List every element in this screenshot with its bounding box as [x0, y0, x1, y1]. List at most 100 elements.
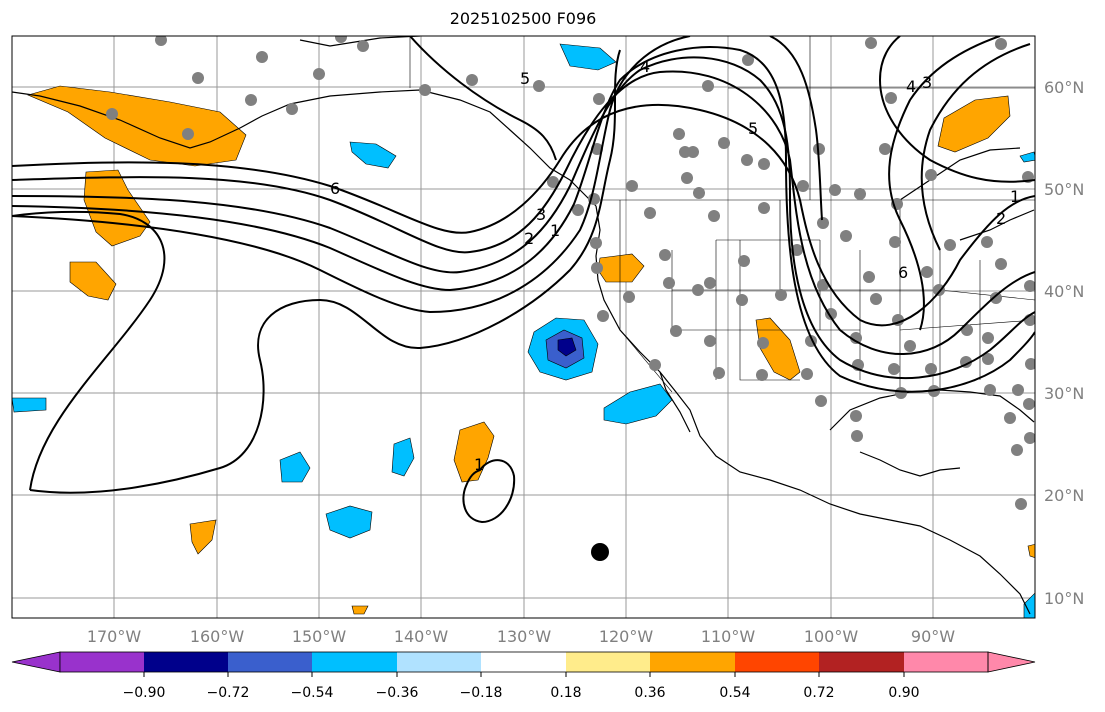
lon-label: 150°W	[292, 627, 347, 646]
shade-cyan-east-edge	[1019, 151, 1035, 163]
colorbar-tick-label: −0.54	[291, 685, 334, 701]
colorbar-tick-label: −0.90	[123, 685, 166, 701]
coast-westcoast	[595, 205, 1031, 615]
coast-east	[959, 209, 1035, 241]
contour-label: 3	[922, 73, 932, 92]
lon-label: 130°W	[497, 627, 552, 646]
colorbar-segment	[904, 652, 988, 672]
coast-alaska-north	[299, 36, 421, 47]
lat-label: 40°N	[1044, 282, 1084, 301]
contour-1-loop	[462, 459, 516, 524]
colorbar-tick-label: 0.72	[803, 685, 834, 701]
contour-4	[12, 56, 1035, 380]
shade-orange-subtropical	[453, 421, 495, 483]
contour-north-1	[409, 36, 557, 161]
lat-label: 20°N	[1044, 486, 1084, 505]
colorbar-tick-label: 0.36	[634, 685, 665, 701]
shade-cyan-west-edge	[12, 397, 47, 413]
contour-labels: 6 5 4 3 2 1 5 4 3 1 2 6 1	[330, 57, 1020, 474]
colorbar-segment	[60, 652, 144, 672]
contour-east-1	[888, 36, 1001, 331]
coast-alaska	[12, 89, 597, 207]
highlight-dot	[591, 543, 609, 561]
contour-north-2	[769, 36, 823, 221]
shade-orange-edge	[1027, 543, 1035, 558]
shade-orange-california	[597, 253, 645, 283]
contour-label: 2	[524, 229, 534, 248]
colorbar-extend-high	[987, 651, 1036, 673]
contour-1	[12, 49, 621, 494]
coast-yucatan	[859, 451, 961, 477]
colorbar-tick-label: 0.90	[888, 685, 919, 701]
grid-lines	[12, 36, 1035, 618]
shade-orange-hudson	[937, 95, 1011, 153]
shade-cyan-south	[325, 505, 373, 539]
colorbar: −0.90 −0.72 −0.54 −0.36 −0.18 0.18 0.36 …	[11, 651, 1036, 701]
shade-cyan-baja	[603, 383, 673, 425]
colorbar-segment	[481, 652, 566, 672]
contour-label: 5	[520, 69, 530, 88]
shade-cyan-east-south	[1023, 592, 1035, 618]
shade-cyan-hawaii-2	[391, 437, 415, 477]
contour-6	[12, 103, 1035, 327]
shaded-anomalies	[12, 43, 1035, 618]
contour-label: 4	[640, 57, 650, 76]
lon-labels: 170°W 160°W 150°W 140°W 130°W 120°W 110°…	[87, 627, 955, 646]
shade-navy-low	[557, 337, 577, 357]
colorbar-extend-low	[11, 651, 61, 673]
shade-orange-small-1	[69, 261, 117, 301]
colorbar-segment	[144, 652, 228, 672]
lat-labels: 60°N 50°N 40°N 30°N 20°N 10°N	[1044, 78, 1084, 608]
contour-label: 1	[474, 455, 484, 474]
colorbar-tick-label: 0.18	[550, 685, 581, 701]
contour-label: 3	[536, 205, 546, 224]
colorbar-tick-label: −0.36	[376, 685, 419, 701]
lon-label: 120°W	[599, 627, 654, 646]
colorbar-segment	[312, 652, 397, 672]
lon-label: 140°W	[394, 627, 449, 646]
shade-cyan-north	[559, 43, 617, 71]
lon-label: 110°W	[701, 627, 756, 646]
contour-label: 5	[748, 119, 758, 138]
contour-2	[12, 36, 691, 314]
contour-lines	[12, 36, 1035, 524]
map-frame	[11, 35, 1036, 619]
shade-orange-small-3	[351, 605, 369, 615]
lat-label: 30°N	[1044, 384, 1084, 403]
coast-hudson	[899, 147, 1021, 201]
lon-label: 170°W	[87, 627, 142, 646]
lat-label: 10°N	[1044, 589, 1084, 608]
lon-label: 100°W	[804, 627, 859, 646]
shade-cyan-hawaii-1	[279, 451, 311, 483]
map-area: 6 5 4 3 2 1 5 4 3 1 2 6 1	[12, 36, 1035, 618]
lat-label: 50°N	[1044, 180, 1084, 199]
contour-label: 4	[906, 77, 916, 96]
state-borders	[409, 36, 1035, 393]
contour-3	[12, 46, 1035, 393]
contour-1-east	[878, 36, 1035, 183]
colorbar-tick-label: −0.72	[207, 685, 250, 701]
colorbar-segment	[566, 652, 650, 672]
contour-5	[12, 70, 1035, 355]
shade-orange-small-2	[189, 519, 217, 555]
colorbar-segment	[650, 652, 735, 672]
shade-orange-aleutian	[27, 85, 247, 167]
map-title: 2025102500 F096	[449, 9, 597, 28]
contour-label: 1	[550, 221, 560, 240]
lat-label: 60°N	[1044, 78, 1084, 97]
contour-label: 6	[330, 179, 340, 198]
shade-cyan-gulf-alaska	[349, 141, 397, 169]
shade-orange-southwest	[755, 317, 801, 381]
contour-label: 1	[1010, 187, 1020, 206]
contour-east-2	[920, 43, 1031, 251]
contour-label: 2	[996, 209, 1006, 228]
colorbar-segment	[397, 652, 481, 672]
colorbar-tick-label: 0.54	[719, 685, 750, 701]
lon-label: 90°W	[911, 627, 955, 646]
colorbar-segment	[735, 652, 819, 672]
contour-label: 6	[898, 263, 908, 282]
colorbar-segment	[228, 652, 312, 672]
colorbar-tick-label: −0.18	[460, 685, 503, 701]
lon-label: 160°W	[190, 627, 245, 646]
